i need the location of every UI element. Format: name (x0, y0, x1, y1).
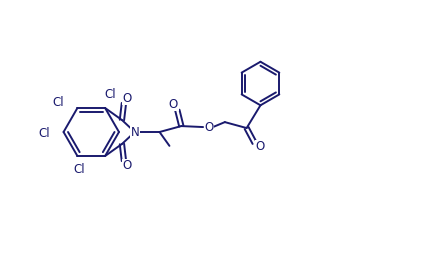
Text: Cl: Cl (52, 96, 64, 109)
Text: O: O (122, 159, 131, 172)
Text: O: O (256, 140, 265, 153)
Text: O: O (169, 98, 178, 111)
Text: Cl: Cl (38, 127, 50, 140)
Text: Cl: Cl (74, 163, 85, 176)
Text: Cl: Cl (104, 88, 116, 101)
Text: O: O (122, 92, 131, 105)
Text: N: N (131, 126, 139, 139)
Text: O: O (204, 121, 213, 134)
